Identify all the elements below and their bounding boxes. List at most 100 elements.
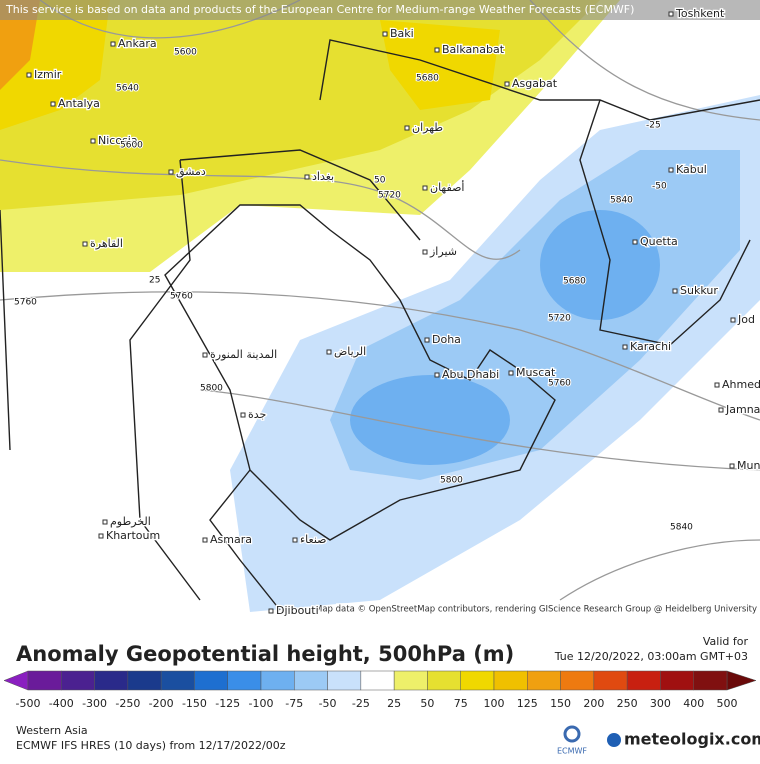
colorbar-segment [527, 670, 561, 691]
place-marker [729, 463, 735, 469]
colorbar-tick-label: 25 [387, 697, 401, 710]
place-label: Ahmed [722, 378, 760, 391]
place-marker [668, 11, 674, 17]
place-marker [668, 167, 674, 173]
place-label: Toshkent [675, 7, 725, 20]
colorbar-tip [726, 670, 757, 691]
place-label: Mun [737, 459, 760, 472]
colorbar-segment [127, 670, 162, 691]
place-marker [102, 519, 108, 525]
place-label: Jod [737, 313, 755, 326]
colorbar-tick-label: 150 [550, 697, 571, 710]
place-label: طهران [412, 121, 443, 134]
place-label: أصفهان [430, 180, 464, 194]
brand-logo [607, 733, 621, 747]
contour-label: 5760 [14, 298, 37, 308]
place-label: Kabul [676, 163, 707, 176]
contour-label: 50 [374, 176, 386, 186]
region: Western Asia [16, 724, 88, 737]
contour-label: 5640 [116, 84, 139, 94]
colorbar-segment [327, 670, 362, 691]
place-label: Djibouti [276, 604, 319, 617]
place-marker [434, 47, 440, 53]
colorbar-segment [61, 670, 95, 691]
place-label: الخرطوم [110, 515, 151, 528]
place-label: Khartoum [106, 529, 160, 542]
place-label: Muscat [516, 366, 556, 379]
place-marker [168, 169, 174, 175]
contour-line [0, 0, 760, 601]
place-label: المدينة المنورة [210, 348, 277, 361]
contour-label: 25 [149, 276, 160, 286]
colorbar-segment [593, 670, 628, 691]
place-marker [326, 349, 332, 355]
colorbar-segment [693, 670, 728, 691]
place-label: Quetta [640, 235, 678, 248]
place-marker [82, 241, 88, 247]
place-label: Abu Dhabi [442, 368, 499, 381]
attribution-bar [336, 603, 760, 615]
place-marker [714, 382, 720, 388]
colorbar-segment [360, 670, 395, 691]
brand: meteologix.com [624, 730, 760, 749]
anomaly-area [350, 375, 510, 465]
contour-label: 5720 [378, 191, 401, 201]
colorbar-tick-label: 400 [683, 697, 704, 710]
colorbar-tick-label: 125 [517, 697, 538, 710]
colorbar-segment [194, 670, 228, 691]
place-label: Izmir [34, 68, 62, 81]
place-label: Asgabat [512, 77, 558, 90]
place-marker [90, 138, 96, 144]
valid-time: Tue 12/20/2022, 03:00am GMT+03 [554, 650, 748, 663]
place-marker [424, 337, 430, 343]
contour-label: 5720 [548, 314, 571, 324]
place-label: جدة [248, 408, 266, 421]
colorbar-tick-label: 100 [484, 697, 505, 710]
colorbar-tick-label: -75 [285, 697, 303, 710]
border [0, 39, 760, 611]
contour-label: 5800 [440, 476, 463, 486]
colorbar-tick-label: -150 [182, 697, 207, 710]
place-marker [382, 31, 388, 37]
model-run: ECMWF IFS HRES (10 days) from 12/17/2022… [16, 739, 286, 752]
valid-label: Valid for [703, 635, 749, 648]
place-label: شيراز [429, 245, 457, 258]
place-label: دمشق [176, 165, 206, 179]
colorbar-segment [227, 670, 262, 691]
place-marker [404, 125, 410, 131]
map: This service is based on data and produc… [0, 0, 760, 615]
place-marker [202, 352, 208, 358]
border [164, 204, 556, 541]
legend-title: Anomaly Geopotential height, 500hPa (m) [16, 642, 514, 666]
contour-label: -50 [652, 182, 667, 192]
colorbar-tick-label: -25 [352, 697, 370, 710]
notice: This service is based on data and produc… [5, 3, 634, 16]
place-marker [98, 533, 104, 539]
place-marker [26, 72, 32, 78]
contour-label: 5600 [174, 48, 197, 58]
anomaly-area [540, 210, 660, 320]
contour-label: 5840 [670, 523, 693, 533]
contour-label: 5760 [548, 379, 571, 389]
colorbar-segment [560, 670, 595, 691]
place-marker [508, 370, 514, 376]
notice-bar [0, 0, 760, 20]
place-label: صنعاء [300, 533, 327, 546]
colorbar-tick-label: -125 [215, 697, 240, 710]
colorbar-segment [160, 670, 195, 691]
place-marker [304, 174, 310, 180]
contour-label: 5680 [563, 277, 586, 287]
colorbar-segment [626, 670, 661, 691]
colorbar-tick-label: 50 [420, 697, 434, 710]
contour-labels: 5600 5640 5680 5720 50 25 5760 5760 5800… [13, 47, 694, 534]
place-label: Baki [390, 27, 414, 40]
place-marker [292, 537, 298, 543]
contour-label: 5800 [200, 384, 223, 394]
attribution: Map data © OpenStreetMap contributors, r… [315, 605, 757, 615]
place-marker [632, 239, 638, 245]
place-label: Jamnag [725, 403, 760, 416]
place-marker [110, 41, 116, 47]
place-marker [434, 372, 440, 378]
colorbar-segment [660, 670, 694, 691]
